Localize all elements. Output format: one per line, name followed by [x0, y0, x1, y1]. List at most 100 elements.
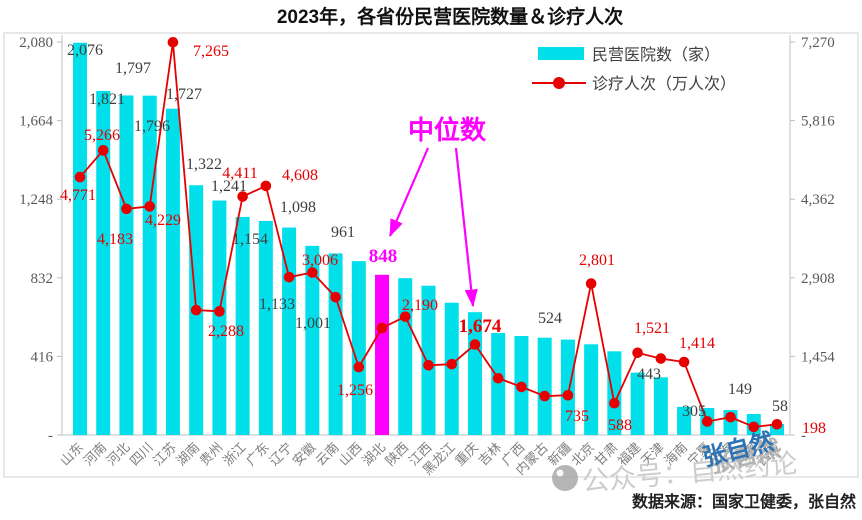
right-axis-tick-label: -	[801, 428, 806, 444]
left-axis-tick-label: 1,664	[19, 114, 53, 130]
bar	[305, 245, 320, 435]
line-point	[214, 306, 225, 317]
left-axis-tick-label: 1,248	[19, 192, 53, 208]
median-arrow-to-bar-icon	[388, 147, 430, 238]
line-point	[585, 278, 597, 289]
line-point	[469, 339, 481, 350]
line-point	[562, 389, 574, 401]
line-value-label: 2,288	[208, 323, 244, 340]
category-label: 湖南	[173, 440, 202, 469]
left-axis-tick-label: 416	[31, 349, 54, 365]
line-point	[167, 36, 179, 48]
bar	[119, 95, 134, 435]
line-value-label: 588	[608, 417, 632, 434]
line-point	[260, 180, 272, 192]
line-value-label: 3,006	[302, 252, 338, 269]
right-axis-tick-label: 2,908	[801, 271, 835, 287]
category-label: 新疆	[545, 440, 574, 469]
bar-value-label: 524	[538, 310, 562, 327]
line-point	[423, 359, 434, 371]
bar-value-label: 1,133	[259, 296, 295, 313]
legend-line-label: 诊疗人次（万人次）	[592, 75, 736, 93]
bar	[653, 377, 668, 435]
category-label: 湖北	[359, 440, 388, 469]
bar	[537, 337, 552, 435]
line-point	[353, 361, 365, 373]
legend: 民营医院数（家） 诊疗人次（万人次）	[532, 46, 736, 93]
watermark: 公众号：自然药论 张自然 张自然	[552, 427, 799, 497]
line-value-label: 198	[802, 420, 826, 437]
category-label: 云南	[313, 440, 342, 469]
legend-bar-label: 民营医院数（家）	[592, 46, 720, 64]
bar-value-label: 1,154	[232, 231, 268, 248]
bar-value-label: 2,076	[67, 42, 103, 59]
category-label: 河北	[104, 440, 133, 469]
line-point	[748, 421, 760, 433]
median-arrow-to-line-icon	[454, 147, 478, 308]
bar	[258, 220, 273, 435]
page-title: 2023年，各省份民营医院数量＆诊疗人次	[277, 5, 623, 28]
category-label: 陕西	[382, 440, 411, 469]
line-point	[144, 201, 155, 212]
left-axis-tick-label: 2,080	[19, 35, 53, 51]
category-label: 吉林	[475, 440, 504, 469]
line-value-label: 2,801	[579, 252, 615, 269]
category-label: 江苏	[150, 440, 179, 469]
category-label: 山东	[57, 440, 86, 469]
line-point	[655, 353, 667, 364]
plot-area: - 416 832 1,248 1,664 2,080 - 1,454 2,908 4,362 5,…	[19, 35, 835, 478]
line-value-label: 2,190	[402, 297, 438, 314]
line-point	[609, 397, 620, 409]
line-point	[74, 171, 86, 183]
category-label: 北京	[568, 440, 597, 469]
bar	[351, 261, 366, 435]
bar-value-label: 1,241	[211, 178, 247, 195]
bar	[677, 406, 692, 435]
category-label: 河南	[80, 440, 109, 469]
category-label: 贵州	[197, 440, 226, 469]
line-point	[97, 145, 109, 156]
line-value-label: 4,771	[60, 187, 96, 204]
bar-value-label: 305	[682, 403, 706, 420]
bar-value-label: 1,797	[115, 60, 151, 77]
line-point	[678, 356, 690, 368]
bar	[96, 90, 111, 435]
line-value-label: 4,229	[145, 212, 181, 229]
line-point	[307, 267, 318, 278]
line-value-label: 1,256	[337, 382, 373, 399]
bar-value-label: 1,098	[280, 199, 316, 216]
legend-line-marker-icon	[553, 77, 565, 89]
line-point	[516, 381, 527, 393]
category-label: 四川	[127, 440, 156, 469]
bar	[212, 200, 227, 435]
line-value-label: 4,608	[282, 167, 318, 184]
bar-value-label: 961	[331, 224, 355, 241]
line-point	[237, 191, 248, 202]
right-axis-tick-label: 1,454	[801, 349, 835, 365]
line-value-label: 7,265	[193, 43, 229, 60]
line-point	[330, 291, 341, 303]
line-point	[446, 358, 458, 370]
right-axis-tick-label: 4,362	[801, 192, 835, 208]
line-point	[725, 411, 736, 423]
source-note: 数据来源：国家卫健委，张自然	[632, 492, 856, 511]
bar-value-label: 149	[728, 381, 752, 398]
bar	[235, 216, 250, 435]
median-annotation: 中位数	[388, 115, 487, 308]
bar-value-label: 1,821	[89, 91, 125, 108]
line-point	[399, 311, 411, 322]
right-axis-tick-label: 5,816	[801, 114, 835, 130]
bar	[73, 42, 87, 435]
left-axis-tick-label: 832	[31, 271, 54, 287]
category-label: 广东	[243, 440, 272, 469]
bar-value-label: 443	[637, 366, 661, 383]
right-axis-tick-label: 7,270	[801, 35, 835, 51]
line-value-label: 4,411	[222, 165, 257, 182]
line-point	[632, 347, 643, 359]
category-label: 辽宁	[266, 440, 295, 469]
bar	[142, 95, 157, 436]
category-label: 重庆	[452, 440, 481, 469]
line-point	[376, 322, 388, 334]
